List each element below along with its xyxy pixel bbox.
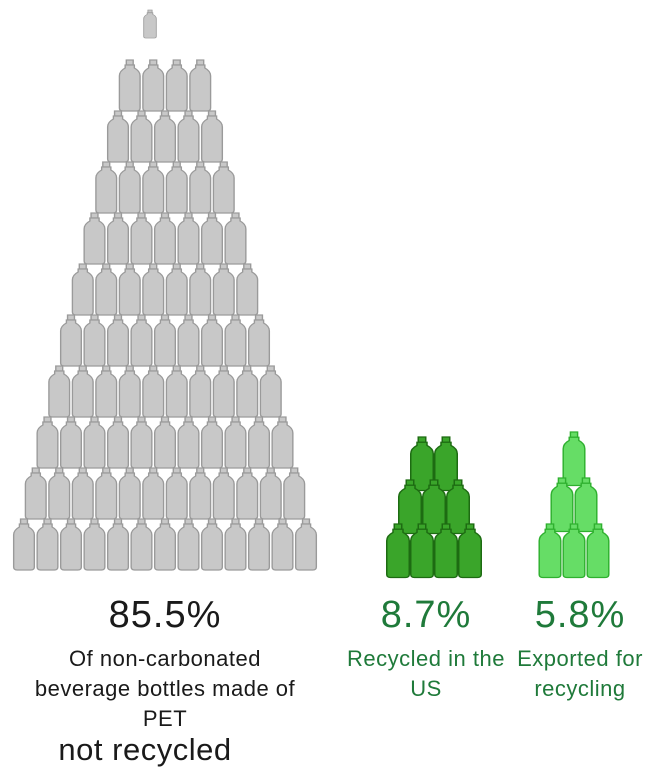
bottle-icon xyxy=(59,518,83,571)
bottle-icon xyxy=(200,110,224,163)
bottle-icon xyxy=(48,365,71,418)
bottle-icon xyxy=(153,110,177,163)
bottle-icon xyxy=(106,212,130,265)
bottle-icon xyxy=(189,59,212,112)
bottle-icon xyxy=(130,416,153,469)
not-recycled-description: Of non-carbonated beverage bottles made … xyxy=(34,646,296,731)
bottle-icon xyxy=(83,314,106,367)
bottle-icon xyxy=(130,518,153,571)
bottle-icon xyxy=(200,416,224,469)
bottle-icon xyxy=(118,161,141,214)
bottle-icon xyxy=(189,263,212,316)
bottle-icon xyxy=(177,518,200,571)
bottle-icon xyxy=(224,518,247,571)
bottle-icon xyxy=(212,161,235,214)
bottle-icon xyxy=(83,212,106,265)
bottle-icon xyxy=(95,365,118,418)
bottle-icon xyxy=(142,161,165,214)
bottle-icon xyxy=(118,59,141,112)
exported-percent: 5.8% xyxy=(534,594,626,636)
bottle-icon xyxy=(95,467,118,520)
bottle-icon xyxy=(212,467,235,520)
bottle-icon xyxy=(153,518,177,571)
bottle-icon xyxy=(294,518,318,571)
bottle-icon xyxy=(130,110,153,163)
bottle-icon xyxy=(562,431,586,487)
bottle-icon xyxy=(236,263,259,316)
bottle-icon xyxy=(36,518,59,571)
bottle-icon xyxy=(130,212,153,265)
bottle-icon xyxy=(106,416,130,469)
bottle-icon xyxy=(224,212,247,265)
bottle-icon xyxy=(142,365,165,418)
bottle-icon xyxy=(153,212,177,265)
bottle-icon xyxy=(12,518,36,571)
bottle-icon xyxy=(283,467,306,520)
bottle-icon xyxy=(153,416,177,469)
bottle-icon xyxy=(247,314,271,367)
bottle-icon xyxy=(189,467,212,520)
bottle-icon xyxy=(236,365,259,418)
bottle-icon xyxy=(177,314,200,367)
not-recycled-bottles xyxy=(12,9,318,571)
bottle-icon xyxy=(165,161,188,214)
bottle-icon xyxy=(200,314,224,367)
bottle-icon xyxy=(83,518,106,571)
bottle-icon xyxy=(142,59,165,112)
bottle-icon xyxy=(177,212,200,265)
bottle-icon xyxy=(212,365,235,418)
bottle-icon xyxy=(95,161,118,214)
bottle-icon xyxy=(106,314,130,367)
bottle-icon xyxy=(259,467,282,520)
bottle-icon xyxy=(153,314,177,367)
bottle-icon xyxy=(95,263,118,316)
bottle-icon xyxy=(259,365,282,418)
bottle-icon xyxy=(143,9,157,39)
exported-description: Exported for recycling xyxy=(517,646,643,701)
bottle-icon xyxy=(271,518,294,571)
bottle-icon xyxy=(142,263,165,316)
bottle-icon xyxy=(200,518,224,571)
bottle-icon xyxy=(165,467,188,520)
bottle-icon xyxy=(177,110,200,163)
bottle-icon xyxy=(189,365,212,418)
bottle-icon xyxy=(247,416,271,469)
bottle-icon xyxy=(177,416,200,469)
bottle-icon xyxy=(24,467,47,520)
bottle-icon xyxy=(142,467,165,520)
bottle-icon xyxy=(271,416,294,469)
bottle-icon xyxy=(200,212,224,265)
bottle-icon xyxy=(247,518,271,571)
bottle-icon xyxy=(59,314,83,367)
bottle-icon xyxy=(36,416,59,469)
bottle-icon xyxy=(48,467,71,520)
bottle-icon xyxy=(71,365,94,418)
recycled-us-percent: 8.7% xyxy=(380,594,472,636)
bottle-icon xyxy=(106,518,130,571)
bottle-icon xyxy=(59,416,83,469)
not-recycled-note: not recycled xyxy=(58,732,232,767)
bottle-icon xyxy=(189,161,212,214)
bottle-icon xyxy=(224,314,247,367)
bottle-icon xyxy=(165,365,188,418)
recycled-us-description: Recycled in the US xyxy=(347,646,505,701)
bottle-icon xyxy=(224,416,247,469)
bottle-icon xyxy=(165,59,188,112)
bottle-icon xyxy=(71,467,94,520)
bottle-icon xyxy=(83,416,106,469)
bottle-icon xyxy=(118,365,141,418)
bottle-icon xyxy=(106,110,130,163)
bottle-icon xyxy=(165,263,188,316)
bottle-icon xyxy=(236,467,259,520)
bottle-icon xyxy=(212,263,235,316)
bottle-icon xyxy=(71,263,94,316)
recycled-us-bottles xyxy=(386,436,482,579)
exported-bottles xyxy=(538,431,610,579)
bottle-icon xyxy=(118,263,141,316)
not-recycled-percent: 85.5% xyxy=(108,594,222,636)
bottle-icon xyxy=(130,314,153,367)
bottle-icon xyxy=(118,467,141,520)
